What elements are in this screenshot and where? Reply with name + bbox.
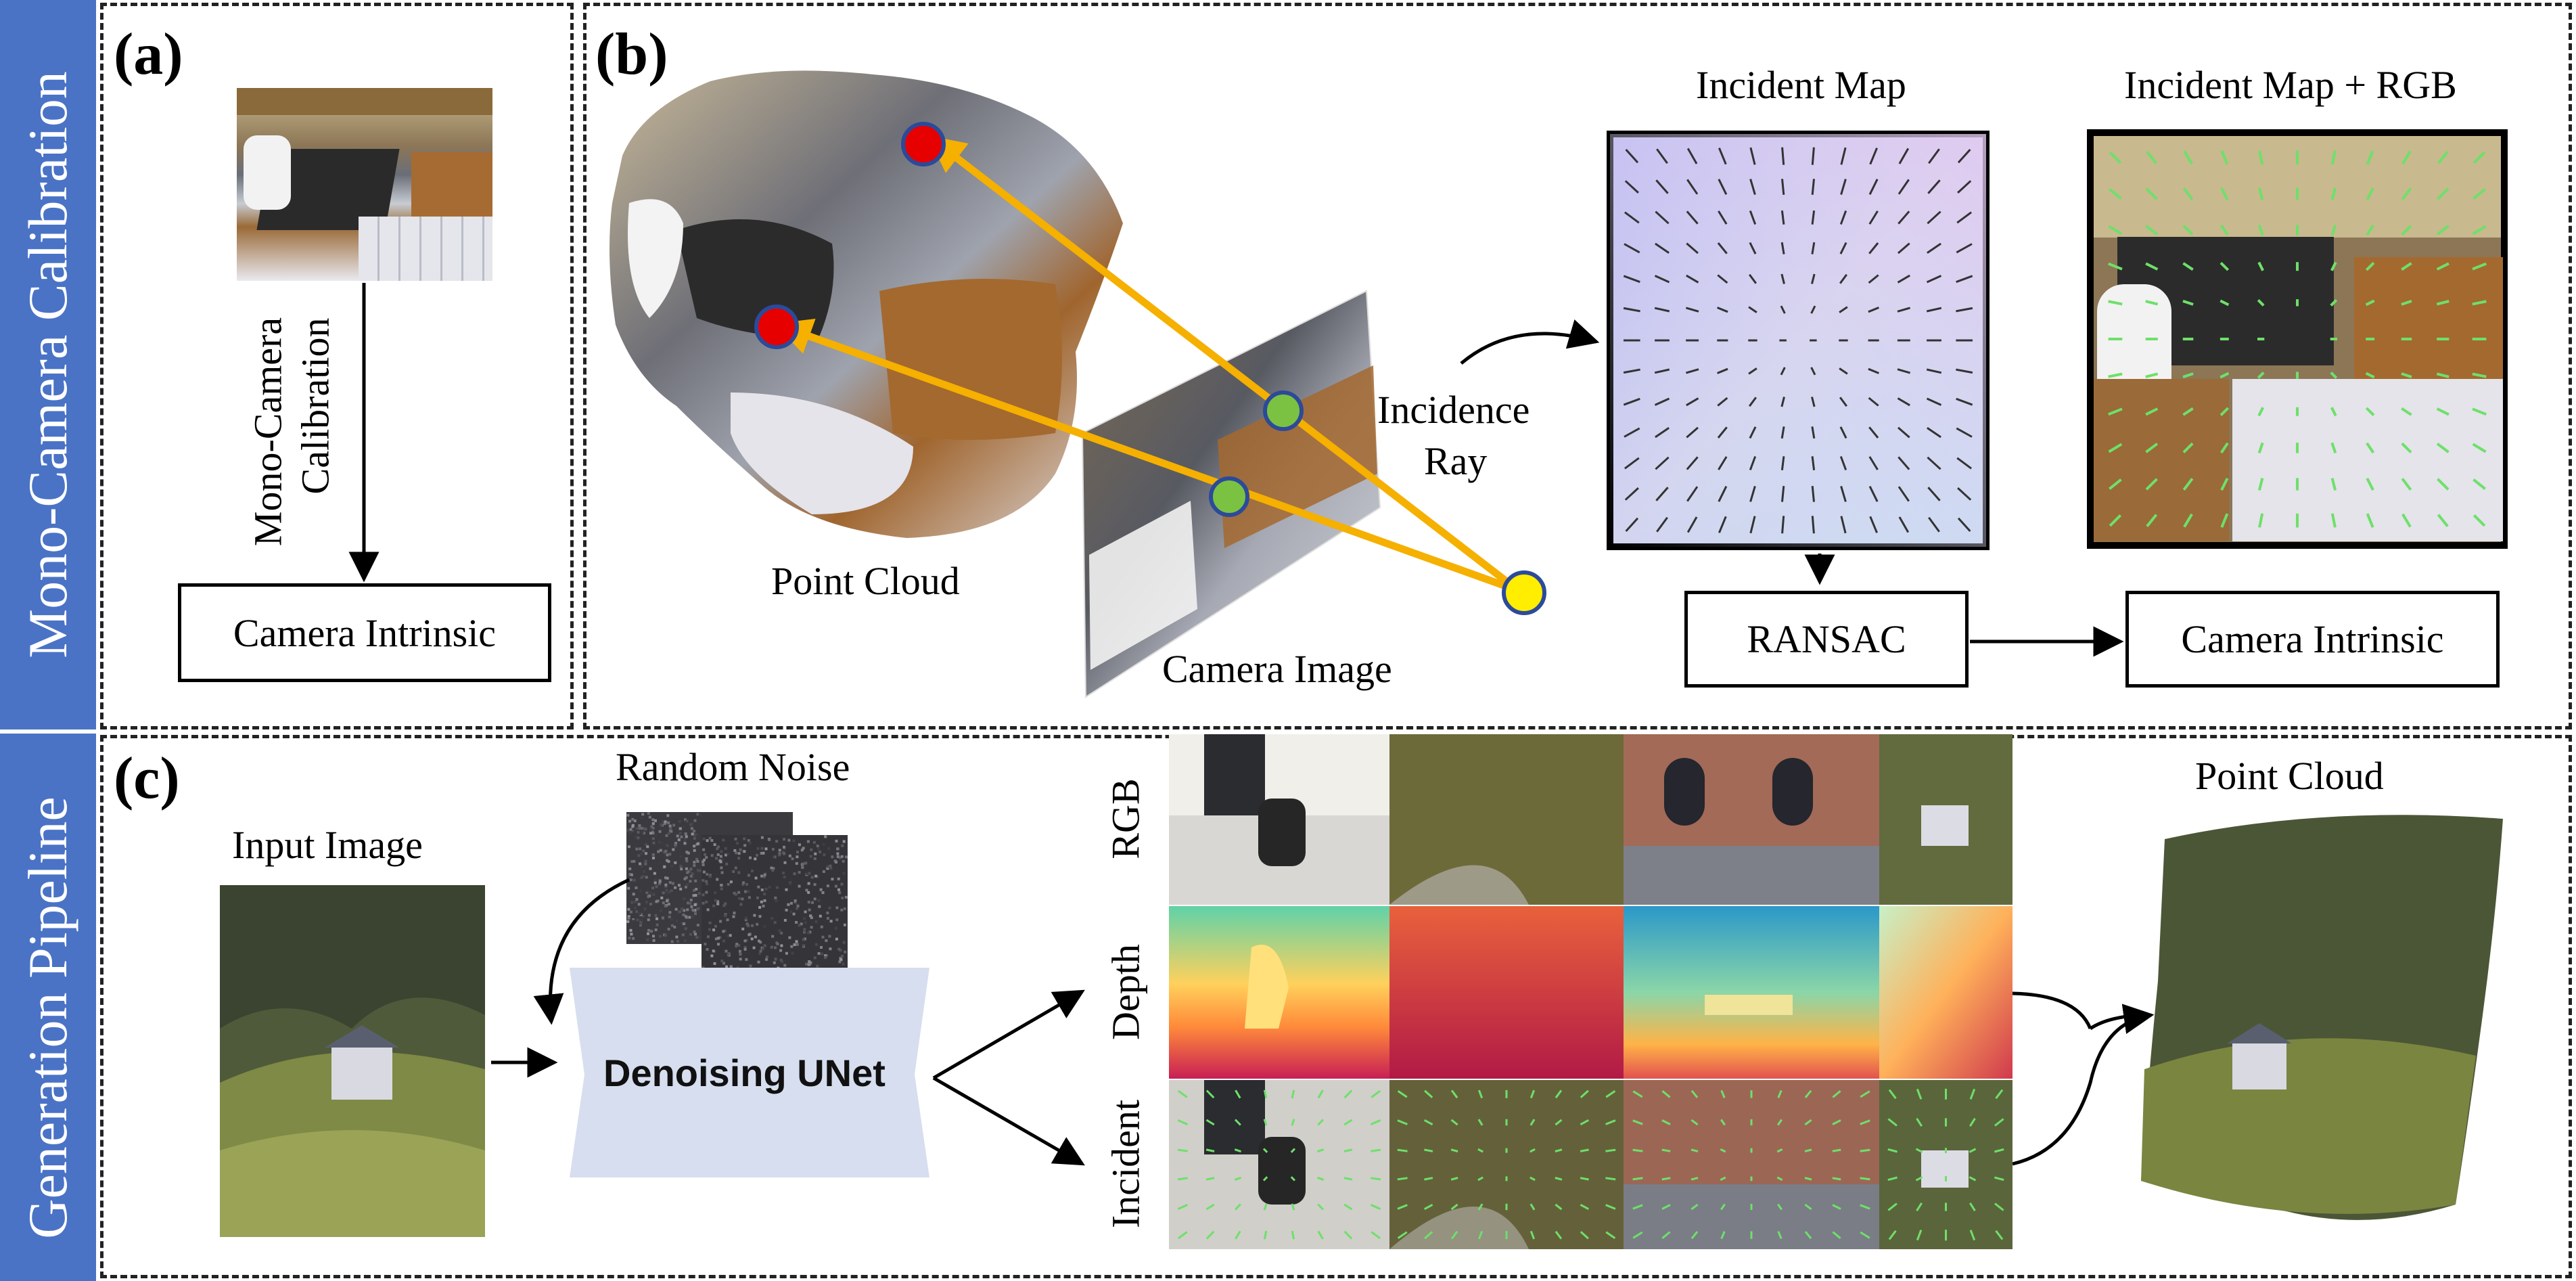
incident-map-rgb-title: Incident Map + RGB [2124, 63, 2457, 107]
panel-a-arrow-label-2: Calibration [293, 317, 338, 495]
point-cloud-caption: Point Cloud [771, 559, 960, 603]
row-label-depth: Depth [1103, 944, 1148, 1040]
panel-a-label: (a) [114, 22, 183, 87]
incident-map-title: Incident Map [1696, 63, 1906, 107]
band-calibration-label: Mono-Camera Calibration [17, 71, 78, 658]
panel-a-intrinsic-box: Camera Intrinsic [178, 583, 551, 682]
ransac-box: RANSAC [1684, 591, 1969, 688]
panel-c-frame [100, 735, 2572, 1278]
unet-label: Denoising UNet [603, 1052, 886, 1094]
camera-image-caption: Camera Image [1162, 647, 1392, 691]
band-generation: Generation Pipeline [0, 734, 96, 1281]
kitchen-photo [237, 88, 492, 281]
output-point-cloud-title: Point Cloud [2195, 754, 2384, 798]
panel-a-arrow-label-1: Mono-Camera [246, 317, 290, 547]
panel-c-label: (c) [114, 746, 180, 811]
incidence-ray-label-2: Ray [1424, 439, 1488, 483]
band-generation-label: Generation Pipeline [17, 796, 78, 1239]
panel-b-label: (b) [595, 22, 668, 87]
panel-b-intrinsic-box: Camera Intrinsic [2125, 591, 2500, 688]
panel-b-frame [583, 3, 2572, 729]
input-image-title: Input Image [232, 823, 423, 867]
panel-a-frame [100, 3, 574, 729]
incidence-ray-label-1: Incidence [1377, 388, 1530, 432]
row-label-incident: Incident [1103, 1099, 1148, 1229]
row-label-rgb: RGB [1103, 778, 1148, 859]
band-calibration: Mono-Camera Calibration [0, 0, 96, 729]
random-noise-title: Random Noise [616, 745, 850, 789]
